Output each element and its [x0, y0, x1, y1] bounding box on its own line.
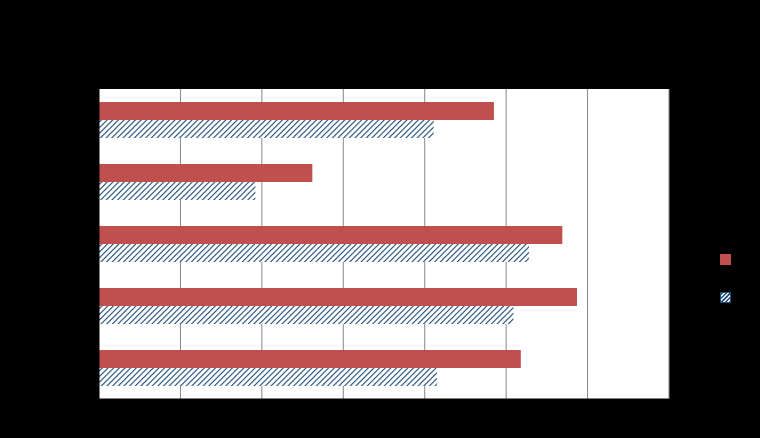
bar-series-2-category-1	[99, 120, 434, 138]
legend-item-series-2	[720, 278, 735, 316]
bar-series-1-category-1	[99, 102, 494, 120]
bar-series-1-category-3	[99, 226, 563, 244]
bar-series-1-category-4	[99, 288, 577, 306]
axes	[94, 88, 670, 404]
bars	[99, 102, 577, 386]
bar-series-1-category-5	[99, 350, 521, 368]
bar-series-2-category-4	[99, 306, 514, 324]
legend-item-series-1	[720, 240, 735, 278]
bar-series-2-category-2	[99, 182, 256, 200]
bar-series-2-category-5	[99, 368, 437, 386]
bar-series-1-category-2	[99, 164, 313, 182]
legend-swatch-series-2	[720, 291, 731, 303]
bar-series-2-category-3	[99, 244, 529, 262]
legend	[720, 240, 735, 316]
legend-swatch-series-1	[720, 253, 731, 265]
